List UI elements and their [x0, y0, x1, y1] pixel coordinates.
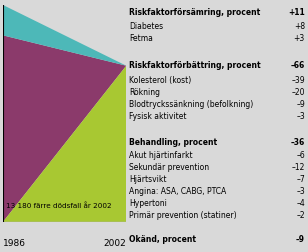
Text: Angina: ASA, CABG, PTCA: Angina: ASA, CABG, PTCA [129, 187, 227, 196]
Text: –66: –66 [291, 61, 305, 70]
Text: +8: +8 [294, 22, 305, 31]
Polygon shape [3, 66, 126, 222]
Polygon shape [3, 35, 126, 222]
Text: Primär prevention (statiner): Primär prevention (statiner) [129, 211, 237, 220]
Text: –6: –6 [296, 150, 305, 160]
Text: –20: –20 [291, 88, 305, 97]
Text: Akut hjärtinfarkt: Akut hjärtinfarkt [129, 150, 193, 160]
Text: –7: –7 [296, 175, 305, 184]
Text: Sekundär prevention: Sekundär prevention [129, 163, 209, 172]
Text: –3: –3 [296, 112, 305, 121]
Text: Blodtryckssänkning (befolkning): Blodtryckssänkning (befolkning) [129, 100, 253, 109]
Text: Kolesterol (kost): Kolesterol (kost) [129, 76, 192, 84]
Text: +11: +11 [288, 8, 305, 17]
Text: –12: –12 [292, 163, 305, 172]
Text: –9: –9 [296, 100, 305, 109]
Text: –9: –9 [296, 235, 305, 244]
Text: Hypertoni: Hypertoni [129, 199, 167, 208]
Text: Riskfaktorförbättring, procent: Riskfaktorförbättring, procent [129, 61, 261, 70]
Text: Diabetes: Diabetes [129, 22, 164, 31]
Text: Hjärtsvikt: Hjärtsvikt [129, 175, 167, 184]
Text: –39: –39 [291, 76, 305, 84]
Text: Fetma: Fetma [129, 35, 153, 43]
Text: 13 180 färre dödsfall år 2002: 13 180 färre dödsfall år 2002 [6, 202, 111, 209]
Text: –3: –3 [296, 187, 305, 196]
Text: –36: –36 [291, 138, 305, 147]
Polygon shape [3, 5, 126, 66]
Text: 1986: 1986 [3, 239, 26, 248]
Text: Riskfaktorförsämring, procent: Riskfaktorförsämring, procent [129, 8, 261, 17]
Text: Rökning: Rökning [129, 88, 160, 97]
Text: –2: –2 [296, 211, 305, 220]
Text: Fysisk aktivitet: Fysisk aktivitet [129, 112, 187, 121]
Text: –4: –4 [296, 199, 305, 208]
Text: 2002: 2002 [103, 239, 126, 248]
Text: Okänd, procent: Okänd, procent [129, 235, 197, 244]
Text: Behandling, procent: Behandling, procent [129, 138, 217, 147]
Text: +3: +3 [294, 35, 305, 43]
